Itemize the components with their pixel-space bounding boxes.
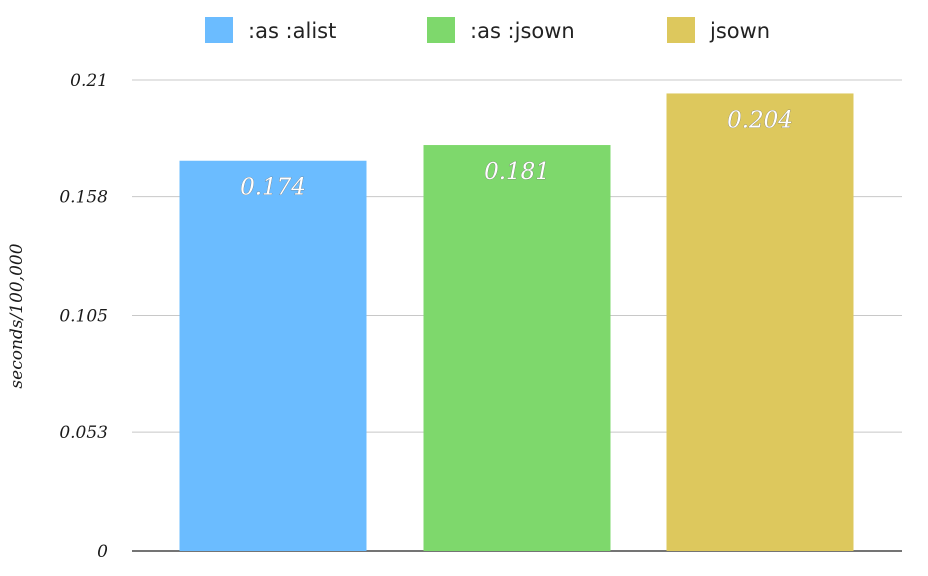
legend-swatch (427, 17, 455, 43)
bar (666, 93, 854, 551)
legend-swatch (667, 17, 695, 43)
legend-swatch (205, 17, 233, 43)
legend-label: :as :jsown (470, 19, 575, 43)
legend-label: :as :alist (248, 19, 336, 43)
y-tick-label: 0.158 (59, 188, 108, 208)
bar-data-label: 0.174 (240, 175, 306, 201)
legend-label: jsown (709, 19, 770, 43)
bar (423, 145, 611, 552)
y-tick-label: 0.053 (59, 423, 108, 443)
y-tick-label: 0 (97, 542, 108, 562)
bar (179, 160, 367, 551)
y-axis-title: seconds/100,000 (7, 243, 27, 388)
bar-data-label: 0.181 (484, 159, 550, 185)
bar-data-label: 0.204 (727, 107, 793, 133)
y-tick-label: 0.105 (59, 307, 108, 327)
y-tick-label: 0.21 (70, 71, 108, 91)
legend: :as :alist :as :jsown jsown (205, 17, 770, 43)
data-labels: 0.174 0.181 0.204 (240, 107, 793, 201)
y-axis-ticks: 0 0.053 0.105 0.158 0.21 (59, 71, 108, 562)
bars (179, 93, 854, 552)
